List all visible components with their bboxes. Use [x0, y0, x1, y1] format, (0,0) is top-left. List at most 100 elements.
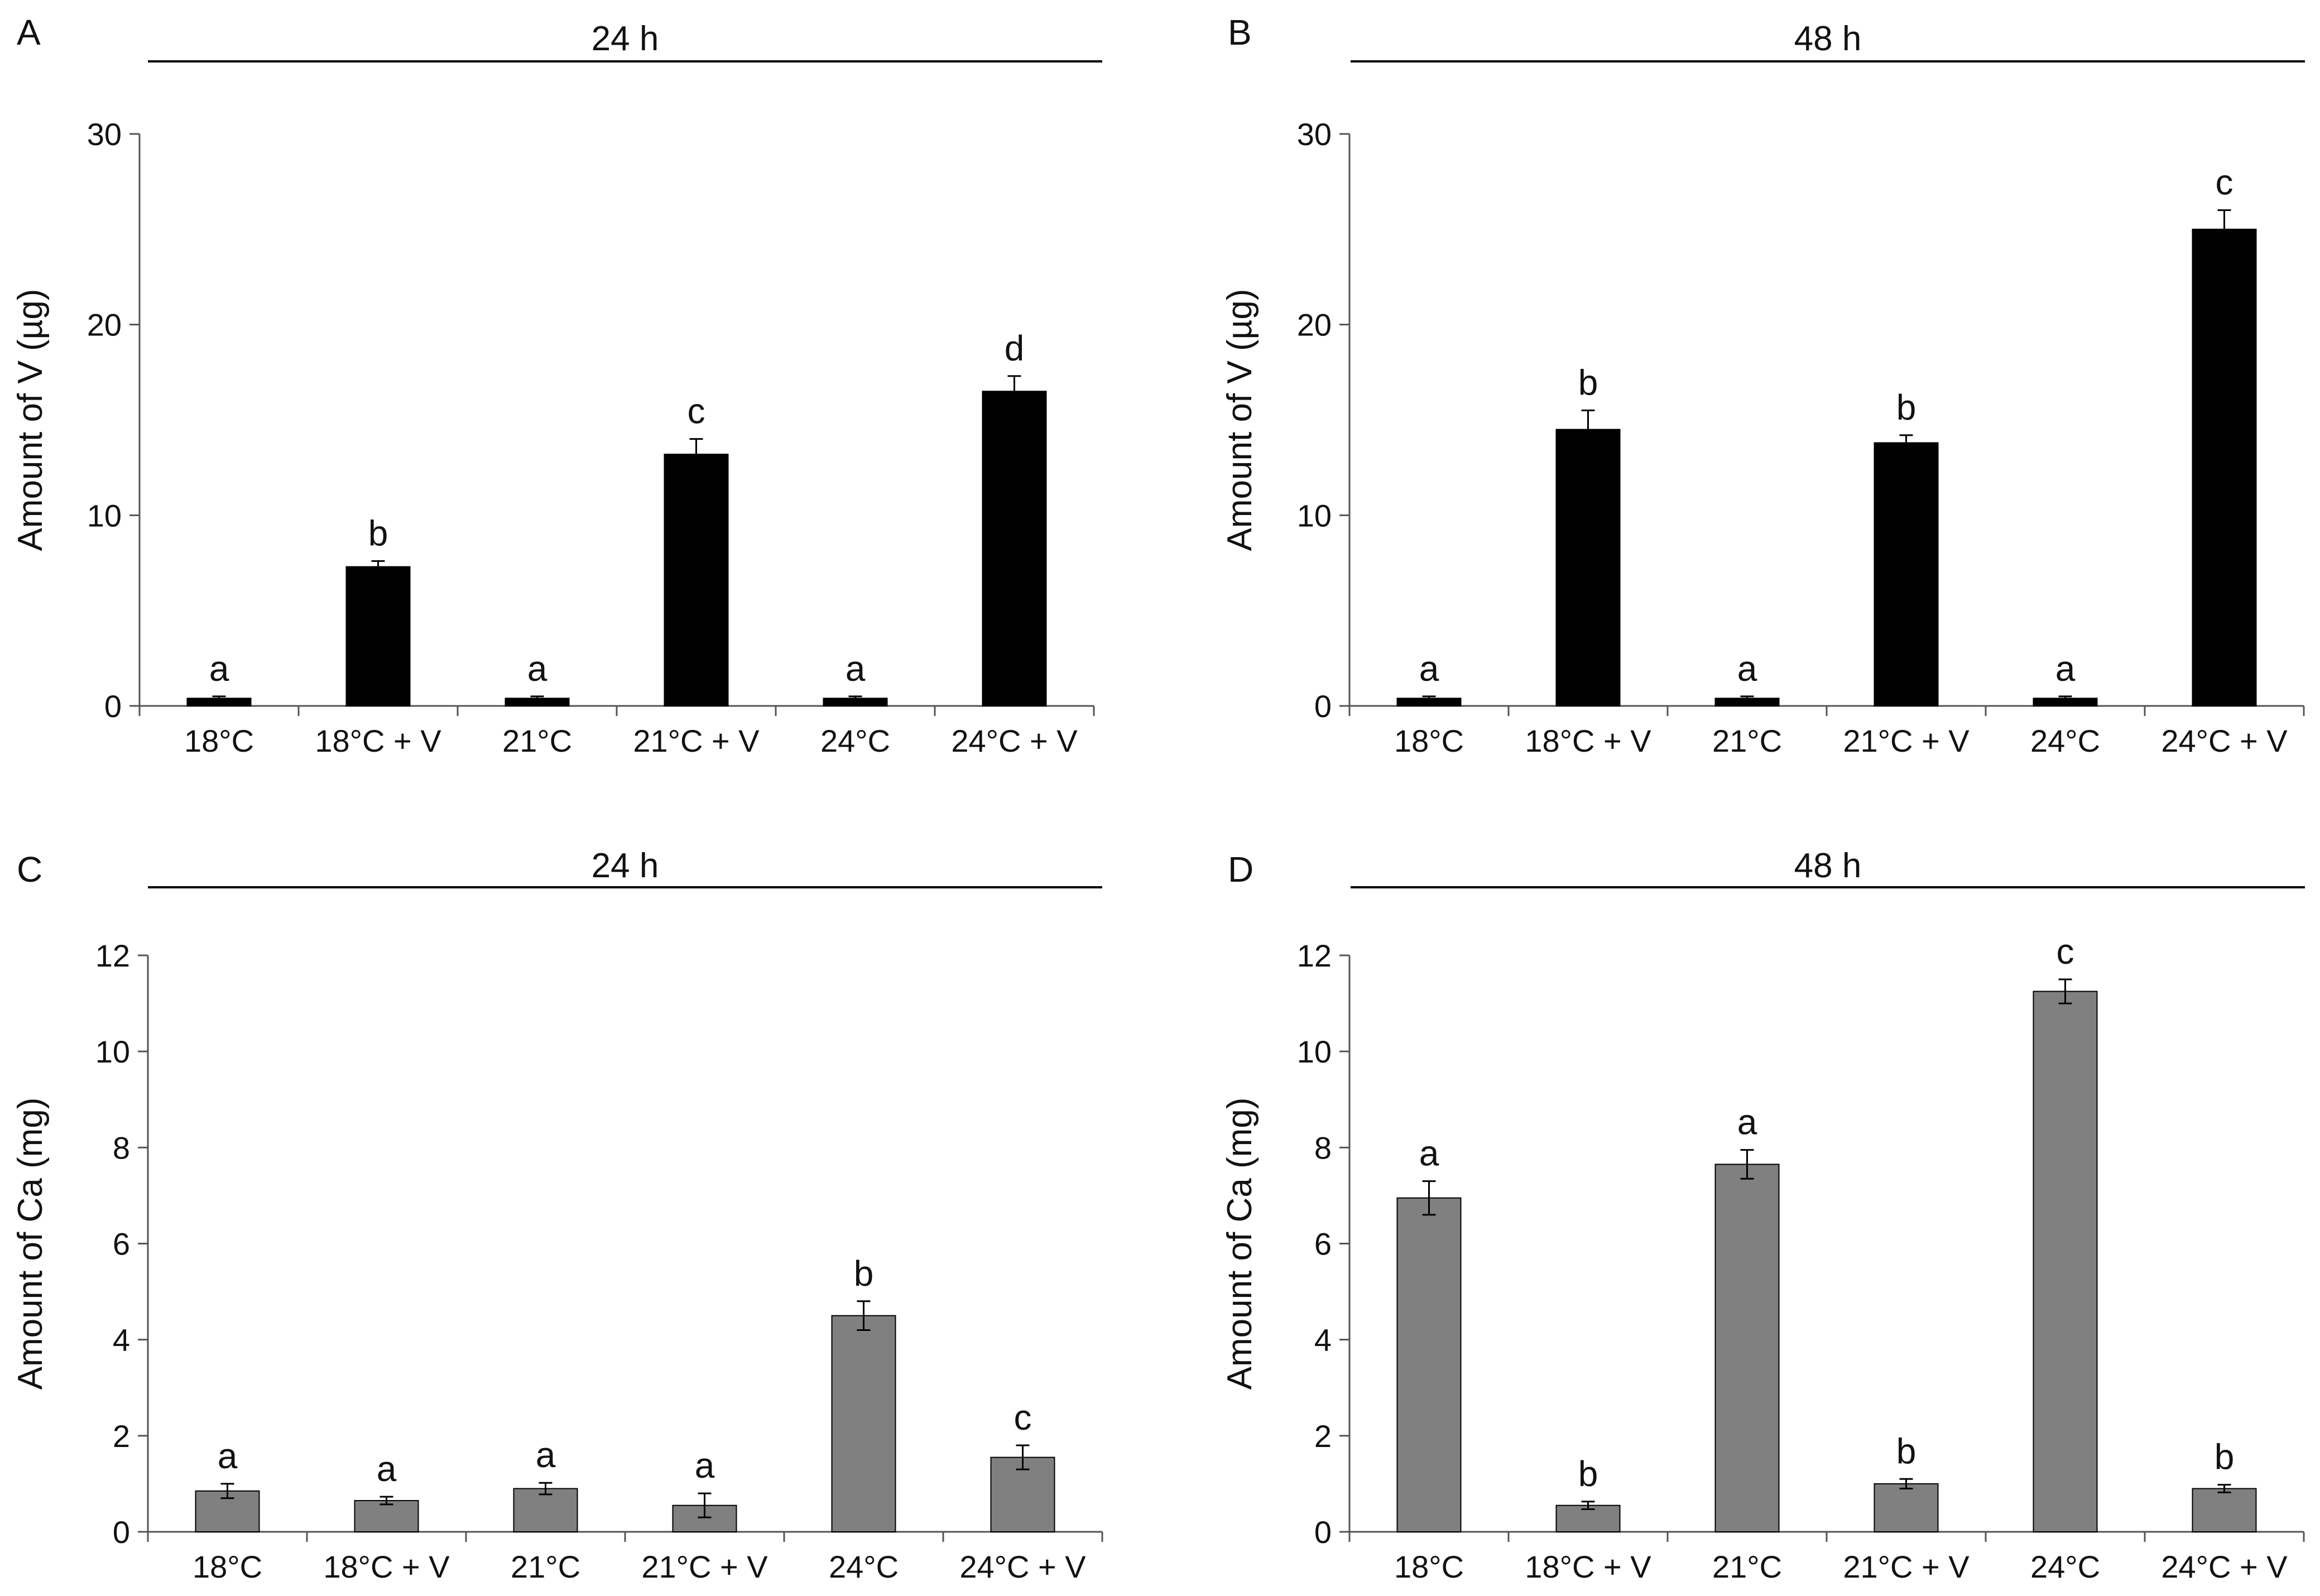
significance-label: a: [846, 648, 866, 689]
y-tick-label: 8: [113, 1130, 130, 1165]
x-tick-label: 24°C: [2030, 723, 2100, 758]
x-tick-label: 21°C: [1712, 1549, 1782, 1584]
x-tick-label: 18°C + V: [1525, 723, 1651, 758]
significance-label: b: [1578, 1454, 1598, 1494]
y-tick-label: 30: [87, 117, 122, 152]
chart-panel-c: C 24 h 0 2 4 6 8 10 12 Amount of Ca (mg) 18°C 18°C …: [11, 847, 1103, 1584]
x-tick-label: 24°C: [2030, 1549, 2100, 1584]
panel-letter-c: C: [17, 849, 42, 890]
bar: [2033, 991, 2098, 1532]
x-tick-label: 18°C: [193, 1549, 262, 1584]
x-tick-label: 21°C + V: [633, 723, 760, 758]
x-tick-label: 21°C + V: [641, 1549, 768, 1584]
y-tick-label: 6: [1314, 1227, 1332, 1262]
y-axis-label: Amount of Ca (mg): [1221, 1098, 1259, 1390]
significance-label: a: [536, 1435, 556, 1475]
y-tick-label: 20: [1297, 307, 1332, 343]
chart-panel-a: A 24 h 0 10 20 30 Amount of V (µg) 18°C 18°C + V…: [11, 12, 1102, 758]
y-tick-label: 12: [95, 938, 130, 973]
bar: [664, 454, 729, 706]
significance-label: a: [377, 1449, 397, 1489]
panel-title: 24 h: [592, 847, 659, 885]
x-tick-label: 18°C: [1394, 723, 1464, 758]
x-tick-label: 21°C + V: [1843, 723, 1970, 758]
y-tick-label: 10: [1297, 498, 1332, 533]
significance-label: d: [1005, 328, 1025, 368]
x-tick-label: 18°C: [184, 723, 254, 758]
significance-label: c: [1014, 1397, 1032, 1438]
y-axis-label: Amount of Ca (mg): [11, 1098, 50, 1390]
significance-label: c: [2057, 931, 2074, 972]
y-tick-label: 20: [87, 307, 122, 343]
y-tick-label: 4: [1314, 1323, 1332, 1358]
panel-letter-b: B: [1228, 12, 1252, 52]
significance-label: b: [854, 1253, 874, 1294]
y-axis-label: Amount of V (µg): [11, 289, 50, 551]
x-tick-label: 24°C + V: [2161, 723, 2288, 758]
y-tick-label: 0: [1314, 689, 1332, 724]
bar: [1555, 429, 1621, 706]
x-tick-label: 18°C + V: [315, 723, 441, 758]
y-tick-label: 0: [113, 1515, 130, 1550]
y-tick-label: 0: [104, 689, 122, 724]
x-tick-label: 21°C: [1712, 723, 1782, 758]
significance-label: a: [2055, 648, 2076, 689]
x-tick-label: 24°C + V: [959, 1549, 1086, 1584]
significance-label: a: [1737, 648, 1757, 689]
significance-label: a: [1419, 1133, 1439, 1174]
bar: [1874, 1483, 1939, 1533]
significance-label: b: [368, 513, 388, 553]
significance-label: a: [1419, 648, 1439, 689]
bar: [2192, 228, 2257, 707]
bar: [345, 566, 411, 706]
y-axis-label: Amount of V (µg): [1221, 289, 1259, 551]
x-tick-label: 24°C: [829, 1549, 899, 1584]
bar: [1396, 1197, 1462, 1533]
x-tick-label: 18°C + V: [323, 1549, 450, 1584]
x-tick-label: 18°C + V: [1525, 1549, 1651, 1584]
chart-panel-b: B 48 h 0 10 20 30 Amount of V (µg) 18°C 18°C + V…: [1221, 12, 2305, 758]
panel-letter-a: A: [17, 12, 41, 52]
chart-panel-d: D 48 h 0 2 4 6 8 10 12 Amount of Ca (mg) 18°C 18°C …: [1221, 847, 2305, 1584]
significance-label: a: [209, 648, 229, 689]
y-tick-label: 10: [95, 1034, 130, 1069]
significance-label: b: [1578, 362, 1598, 402]
y-tick-label: 2: [113, 1419, 130, 1454]
y-tick-label: 2: [1314, 1419, 1332, 1454]
y-tick-label: 4: [113, 1323, 130, 1358]
significance-label: a: [695, 1445, 715, 1486]
panel-title: 48 h: [1794, 847, 1862, 885]
bar: [831, 1315, 896, 1532]
y-tick-label: 10: [87, 498, 122, 533]
significance-label: a: [1737, 1102, 1757, 1142]
bar: [1714, 1164, 1780, 1532]
significance-label: a: [218, 1436, 238, 1476]
panel-title: 48 h: [1794, 20, 1862, 58]
y-tick-label: 0: [1314, 1515, 1332, 1550]
panel-letter-d: D: [1228, 849, 1253, 890]
significance-label: c: [2216, 162, 2233, 203]
bar: [1874, 442, 1939, 706]
significance-label: c: [688, 391, 705, 431]
significance-label: b: [1896, 1431, 1916, 1471]
x-tick-label: 21°C + V: [1843, 1549, 1970, 1584]
bar: [513, 1488, 578, 1532]
y-tick-label: 6: [113, 1227, 130, 1262]
x-tick-label: 24°C: [820, 723, 890, 758]
significance-label: a: [527, 648, 547, 689]
x-tick-label: 21°C: [502, 723, 572, 758]
x-tick-label: 24°C + V: [2161, 1549, 2288, 1584]
bar: [2192, 1488, 2257, 1532]
x-tick-label: 18°C: [1394, 1549, 1464, 1584]
y-tick-label: 10: [1297, 1034, 1332, 1069]
y-tick-label: 30: [1297, 117, 1332, 152]
significance-label: b: [1896, 387, 1916, 427]
x-tick-label: 24°C + V: [951, 723, 1078, 758]
bar: [982, 391, 1047, 706]
significance-label: b: [2215, 1437, 2235, 1477]
y-tick-label: 12: [1297, 938, 1332, 973]
x-tick-label: 21°C: [511, 1549, 580, 1584]
panel-title: 24 h: [592, 20, 659, 58]
bar: [354, 1500, 419, 1533]
